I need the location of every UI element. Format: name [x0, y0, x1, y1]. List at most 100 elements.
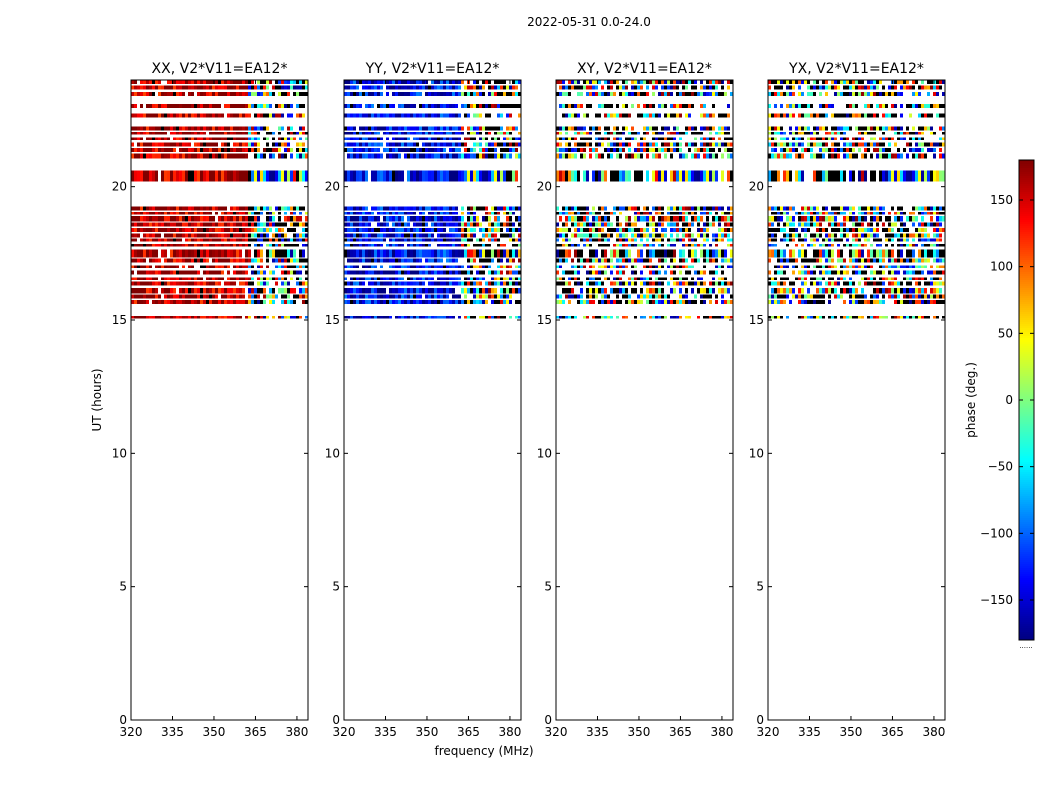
heatmap-cell — [419, 281, 422, 286]
heatmap-cell — [497, 288, 500, 294]
heatmap-cell — [182, 212, 185, 215]
heatmap-cell — [155, 80, 158, 84]
heatmap-cell — [215, 222, 218, 227]
heatmap-cell — [479, 142, 482, 147]
heatmap-cell — [419, 142, 422, 147]
heatmap-cell — [470, 153, 473, 159]
heatmap-cell — [374, 80, 377, 84]
heatmap-cell — [476, 270, 479, 275]
heatmap-cell — [149, 222, 152, 227]
heatmap-cell — [712, 216, 715, 222]
heatmap-cell — [604, 222, 607, 227]
y-axis-label: UT (hours) — [90, 368, 104, 431]
heatmap-cell — [461, 104, 464, 108]
heatmap-cell — [652, 206, 655, 211]
heatmap-cell — [515, 270, 518, 275]
heatmap-cell — [646, 222, 649, 227]
heatmap-cell — [245, 148, 248, 152]
heatmap-cell — [479, 244, 482, 247]
heatmap-cell — [236, 92, 239, 96]
heatmap-cell — [625, 142, 628, 147]
heatmap-cell — [655, 137, 658, 140]
heatmap-cell — [392, 244, 395, 247]
heatmap-cell — [170, 137, 173, 140]
heatmap-cell — [155, 153, 158, 159]
heatmap-cell — [203, 258, 206, 263]
heatmap-cell — [640, 288, 643, 294]
heatmap-cell — [464, 300, 467, 304]
heatmap-cell — [622, 265, 625, 268]
heatmap-cell — [257, 265, 260, 268]
heatmap-cell — [179, 228, 182, 232]
heatmap-cell — [428, 132, 431, 135]
heatmap-cell — [395, 233, 398, 238]
heatmap-cell — [236, 170, 239, 182]
heatmap-cell — [149, 80, 152, 84]
heatmap-cell — [482, 222, 485, 227]
heatmap-cell — [634, 277, 637, 280]
heatmap-cell — [715, 170, 718, 182]
heatmap-cell — [284, 206, 287, 211]
heatmap-cell — [164, 249, 167, 258]
heatmap-cell — [287, 228, 290, 232]
heatmap-cell — [245, 277, 248, 280]
heatmap-cell — [368, 148, 371, 152]
heatmap-cell — [679, 294, 682, 299]
heatmap-cell — [586, 170, 589, 182]
heatmap-cell — [146, 316, 149, 319]
heatmap-cell — [401, 288, 404, 294]
heatmap-cell — [610, 288, 613, 294]
heatmap-cell — [515, 85, 518, 90]
heatmap-cell — [574, 258, 577, 263]
heatmap-cell — [284, 300, 287, 304]
heatmap-cell — [239, 92, 242, 96]
heatmap-cell — [595, 137, 598, 140]
heatmap-cell — [419, 216, 422, 222]
heatmap-cell — [446, 288, 449, 294]
heatmap-cell — [604, 137, 607, 140]
heatmap-cell — [245, 92, 248, 96]
heatmap-cell — [158, 258, 161, 263]
heatmap-cell — [610, 300, 613, 304]
heatmap-cell — [562, 300, 565, 304]
heatmap-cell — [491, 288, 494, 294]
heatmap-cell — [179, 265, 182, 268]
heatmap-cell — [269, 148, 272, 152]
heatmap-cell — [305, 126, 308, 131]
heatmap-cell — [383, 148, 386, 152]
heatmap-cell — [449, 222, 452, 227]
heatmap-cell — [380, 316, 383, 319]
heatmap-cell — [404, 92, 407, 96]
heatmap-cell — [574, 206, 577, 211]
heatmap-cell — [389, 104, 392, 108]
heatmap-cell — [182, 170, 185, 182]
heatmap-cell — [179, 270, 182, 275]
heatmap-cell — [595, 270, 598, 275]
heatmap-cell — [437, 126, 440, 131]
heatmap-cell — [266, 80, 269, 84]
heatmap-cell — [227, 142, 230, 147]
heatmap-cell — [398, 233, 401, 238]
heatmap-cell — [293, 277, 296, 280]
heatmap-cell — [601, 277, 604, 280]
heatmap-cell — [236, 277, 239, 280]
heatmap-cell — [251, 153, 254, 159]
heatmap-cell — [170, 142, 173, 147]
heatmap-cell — [583, 270, 586, 275]
heatmap-cell — [221, 206, 224, 211]
heatmap-cell — [146, 126, 149, 131]
heatmap-cell — [518, 113, 521, 118]
heatmap-cell — [670, 233, 673, 238]
heatmap-cell — [422, 170, 425, 182]
heatmap-cell — [452, 270, 455, 275]
heatmap-cell — [559, 277, 562, 280]
heatmap-cell — [497, 258, 500, 263]
heatmap-cell — [260, 238, 263, 242]
heatmap-cell — [299, 170, 302, 182]
heatmap-cell — [386, 170, 389, 182]
heatmap-cell — [586, 216, 589, 222]
heatmap-cell — [422, 80, 425, 84]
heatmap-cell — [685, 222, 688, 227]
heatmap-cell — [488, 258, 491, 263]
heatmap-cell — [518, 222, 521, 227]
